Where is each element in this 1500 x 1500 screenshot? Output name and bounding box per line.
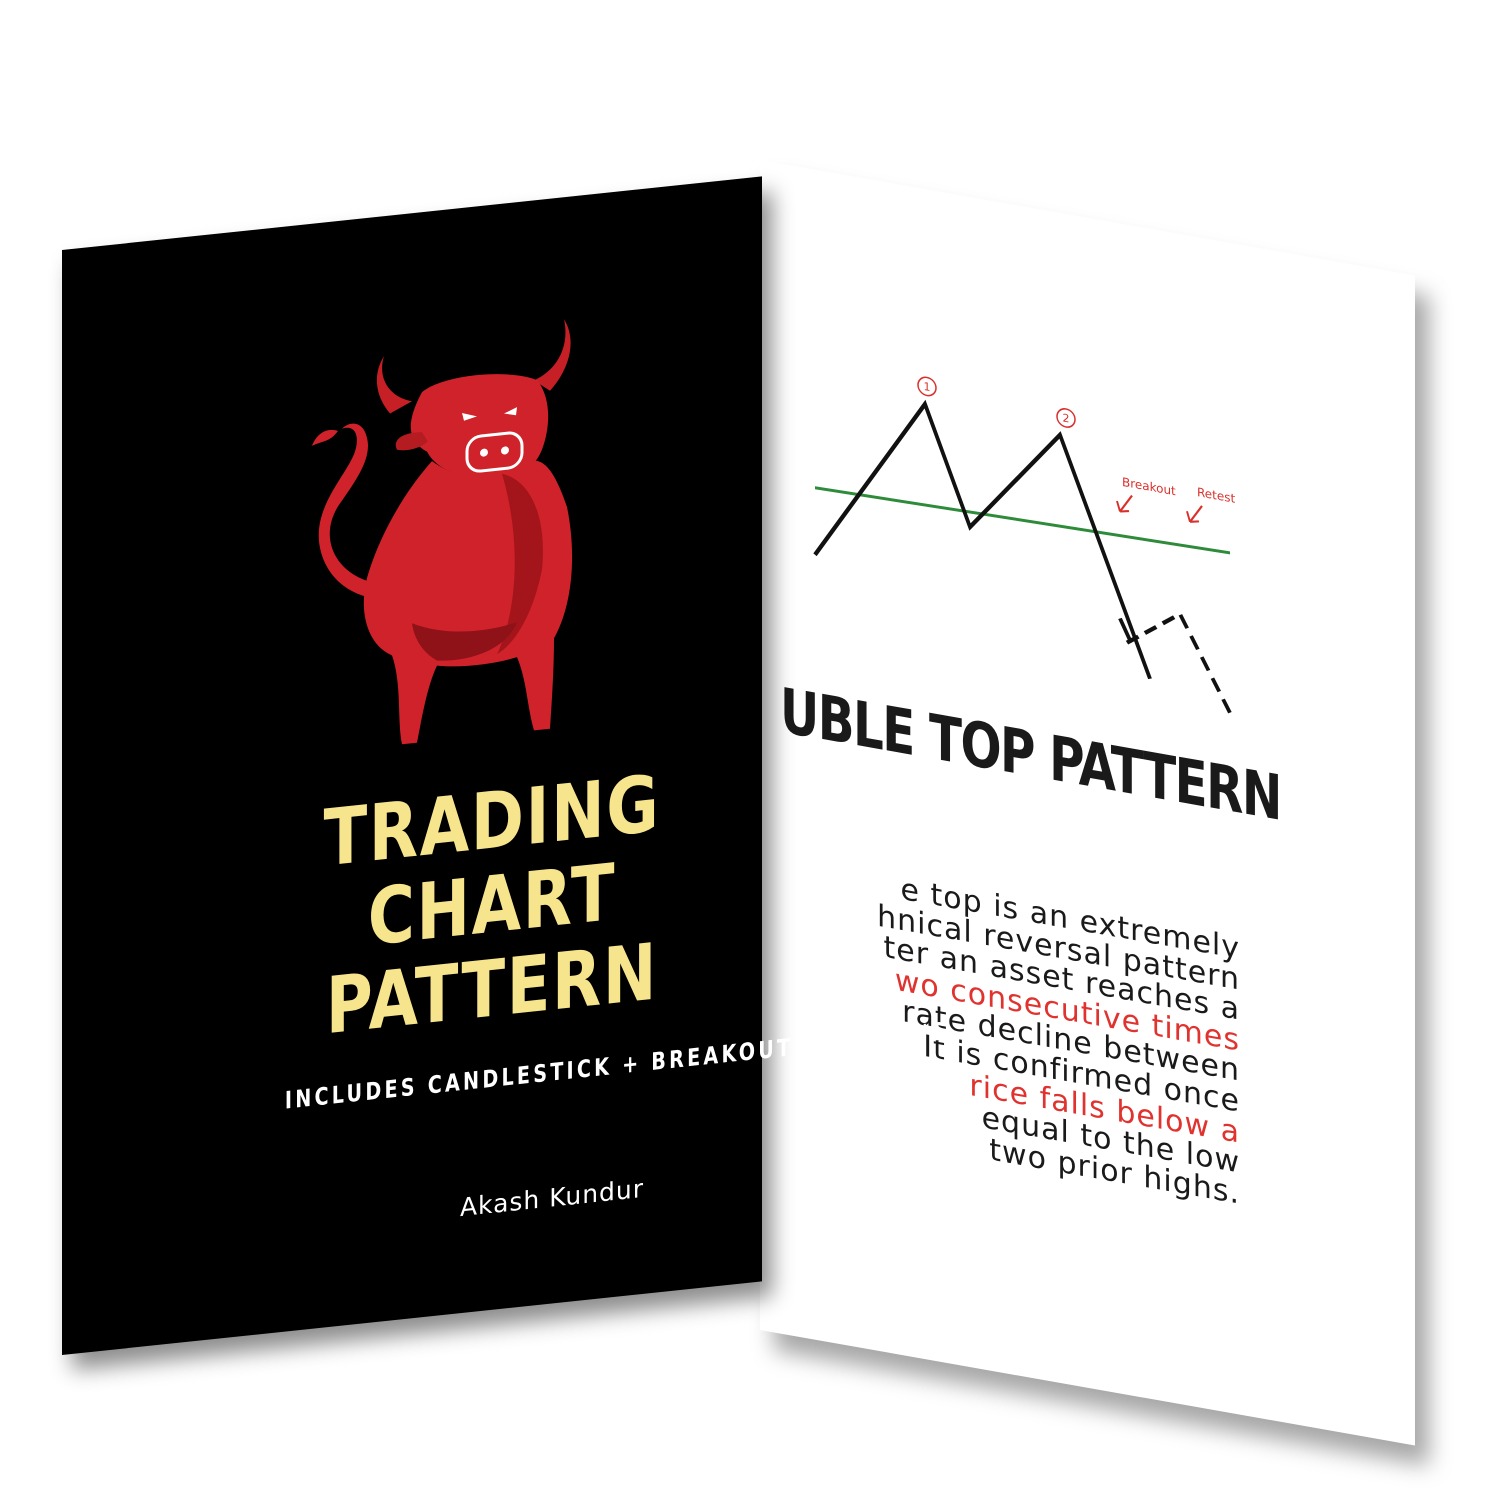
bull-muzzle <box>465 431 524 473</box>
cover-author: Akash Kundur <box>459 1173 645 1223</box>
breakout-arrow-icon <box>1116 494 1133 513</box>
left-horn <box>376 356 412 414</box>
double-top-diagram: 1 2 Breakout Retest <box>813 376 1235 714</box>
retest-path <box>1125 611 1232 714</box>
right-eye <box>504 407 517 416</box>
bull-chest-shade <box>497 473 543 655</box>
back-page: 1 2 Breakout Retest UBLE TOP PATTERN e t… <box>760 160 1415 1446</box>
right-horn <box>534 319 571 391</box>
peak-label-2: 2 <box>1062 411 1069 425</box>
left-eye <box>462 412 477 421</box>
tail-tuft <box>312 429 338 446</box>
price-path <box>813 399 1152 680</box>
retest-label: Retest <box>1197 485 1235 506</box>
back-page-content: 1 2 Breakout Retest UBLE TOP PATTERN e t… <box>760 160 1415 1445</box>
breakout-label: Breakout <box>1122 475 1176 498</box>
bull-belly-shade <box>412 622 517 661</box>
bull-tail <box>318 423 382 599</box>
neckline <box>814 486 1231 555</box>
peak-label-1: 1 <box>923 380 930 394</box>
cover-title: TRADING CHART PATTERN <box>192 748 792 1064</box>
front-cover-content: TRADING CHART PATTERN INCLUDES CANDLESTI… <box>62 176 948 1355</box>
peak-marker-2: 2 <box>1056 408 1076 428</box>
red-bull-icon <box>312 319 573 745</box>
pattern-description: e top is an extremely hnical reversal pat… <box>760 829 1240 1212</box>
peak-marker-1: 1 <box>917 376 937 397</box>
front-cover: TRADING CHART PATTERN INCLUDES CANDLESTI… <box>62 176 948 1356</box>
retest-arrow-icon <box>1186 505 1203 523</box>
bull-body <box>363 460 573 745</box>
breakout-drop <box>1118 617 1132 641</box>
bull-ear <box>395 432 428 451</box>
